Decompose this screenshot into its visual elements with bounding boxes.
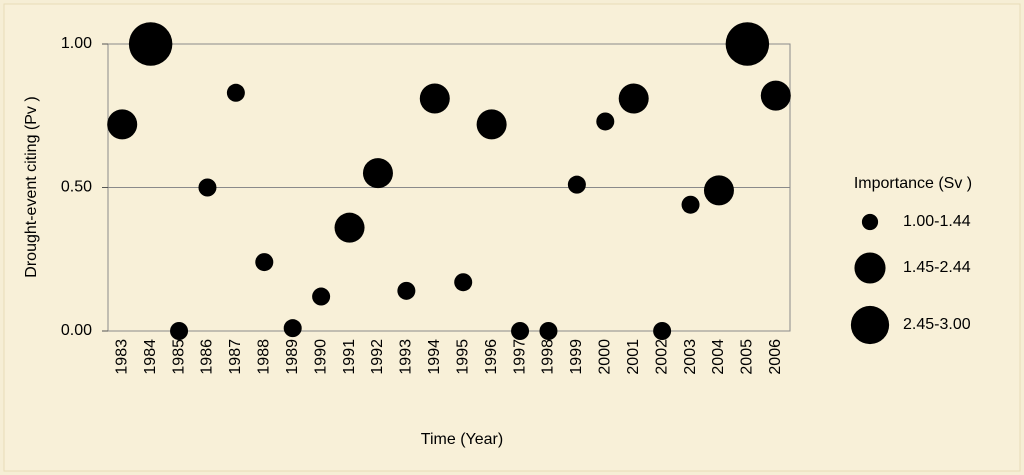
legend-label: 1.45-2.44 [903, 259, 971, 276]
x-tick-label: 2001 [625, 339, 642, 375]
x-tick-label: 1992 [369, 339, 386, 375]
bubble [397, 281, 416, 300]
bubble [760, 80, 791, 111]
y-tick-label: 1.00 [61, 35, 92, 52]
x-tick-label: 2005 [739, 339, 756, 375]
y-tick-label: 0.50 [61, 179, 92, 196]
bubble [703, 175, 734, 206]
bubble [198, 178, 217, 197]
bubble [476, 109, 507, 140]
bubble [567, 175, 586, 194]
legend-label: 1.00-1.44 [903, 213, 971, 230]
x-tick-label: 2003 [682, 339, 699, 375]
bubble [539, 322, 558, 340]
x-tick-label: 1985 [170, 339, 187, 375]
legend-marker [854, 252, 886, 284]
x-tick-label: 1993 [398, 339, 415, 375]
x-tick-label: 1983 [113, 339, 130, 375]
bubble [334, 212, 365, 243]
bubble [653, 322, 672, 340]
bubble [681, 195, 700, 214]
bubble [511, 322, 530, 340]
bubble [312, 287, 331, 306]
y-axis-title: Drought-event citing (Pv ) [23, 96, 40, 277]
x-tick-label: 2000 [597, 339, 614, 375]
x-axis-title: Time (Year) [421, 431, 503, 448]
bubble [128, 22, 173, 66]
x-tick-label: 1986 [199, 339, 216, 375]
bubble [596, 112, 615, 131]
x-tick-label: 1987 [227, 339, 244, 375]
x-tick-label: 2006 [767, 339, 784, 375]
bubble [362, 158, 393, 189]
x-tick-label: 1989 [284, 339, 301, 375]
bubble [419, 83, 450, 114]
x-tick-label: 1994 [426, 339, 443, 375]
legend-label: 2.45-3.00 [903, 316, 971, 333]
bubble [107, 109, 138, 140]
bubble [454, 273, 473, 292]
bubble [170, 322, 189, 340]
y-tick-label: 0.00 [61, 322, 92, 339]
x-tick-label: 1990 [312, 339, 329, 375]
legend-marker [861, 213, 879, 231]
x-tick-label: 2004 [710, 339, 727, 375]
x-tick-label: 1991 [341, 339, 358, 375]
x-tick-label: 2002 [653, 339, 670, 375]
bubble [255, 253, 274, 272]
x-tick-label: 1998 [540, 339, 557, 375]
legend-title: Importance (Sv ) [854, 175, 972, 192]
bubble [283, 319, 302, 338]
legend-marker [850, 305, 890, 345]
bubble [618, 83, 649, 114]
x-tick-label: 1988 [256, 339, 273, 375]
bubble [725, 22, 770, 66]
x-tick-label: 1999 [568, 339, 585, 375]
x-tick-label: 1984 [142, 339, 159, 375]
x-tick-label: 1997 [511, 339, 528, 375]
chart-background [3, 3, 1021, 472]
x-tick-label: 1996 [483, 339, 500, 375]
bubble [226, 83, 245, 102]
x-tick-label: 1995 [454, 339, 471, 375]
